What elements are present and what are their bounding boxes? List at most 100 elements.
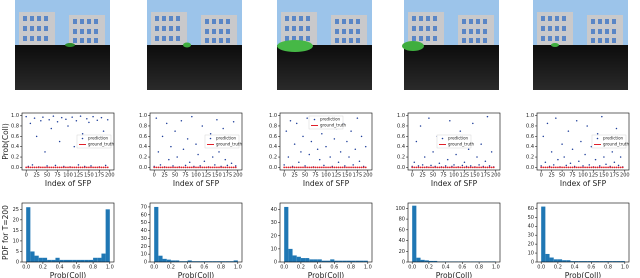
x-tick-label: 0 bbox=[411, 173, 414, 179]
axes-frame bbox=[407, 202, 501, 263]
y-tick-label: 20 bbox=[141, 244, 147, 250]
histogram-bar bbox=[355, 260, 360, 262]
x-tick-label: 125 bbox=[202, 173, 212, 179]
histogram-bar bbox=[200, 261, 205, 262]
point bbox=[611, 151, 614, 153]
x-tick-label: 0.8 bbox=[89, 265, 97, 271]
x-tick-label: 175 bbox=[481, 173, 491, 179]
y-tick-label: 10 bbox=[13, 238, 19, 244]
x-tick-label: 0.2 bbox=[425, 265, 433, 271]
x-tick-label: 0.6 bbox=[72, 265, 80, 271]
point bbox=[573, 166, 576, 169]
histogram-bar bbox=[608, 261, 613, 262]
point bbox=[218, 151, 220, 153]
point bbox=[295, 166, 298, 169]
y-tick-label: 50 bbox=[141, 220, 147, 226]
point bbox=[546, 166, 549, 169]
histogram-bar bbox=[63, 259, 68, 262]
point bbox=[360, 135, 363, 138]
point bbox=[459, 130, 462, 132]
point bbox=[67, 166, 69, 169]
point bbox=[191, 115, 193, 118]
histogram-bar bbox=[566, 260, 571, 262]
point bbox=[96, 166, 99, 169]
point bbox=[39, 166, 42, 169]
histogram-bar bbox=[428, 260, 434, 262]
point bbox=[484, 160, 487, 162]
y-tick-label: 0.8 bbox=[269, 123, 277, 129]
point bbox=[159, 166, 162, 169]
point bbox=[234, 166, 237, 169]
histogram-bar bbox=[433, 260, 438, 262]
point bbox=[569, 162, 572, 165]
x-tick-label: 0.6 bbox=[587, 265, 595, 271]
x-tick-label: 200 bbox=[233, 173, 243, 179]
point bbox=[343, 166, 346, 169]
point bbox=[329, 166, 332, 169]
point bbox=[37, 166, 40, 169]
histogram-bar bbox=[321, 260, 326, 262]
x-axis-label: Prob(Coll) bbox=[50, 271, 87, 278]
point bbox=[46, 166, 48, 169]
point bbox=[337, 161, 340, 163]
point bbox=[598, 166, 601, 169]
y-tick-label: 15 bbox=[13, 228, 19, 234]
x-tick-label: 125 bbox=[332, 173, 342, 179]
point bbox=[550, 151, 553, 153]
point bbox=[306, 166, 309, 169]
point bbox=[356, 117, 359, 119]
x-tick-label: 200 bbox=[491, 173, 501, 179]
y-tick-label: 0.4 bbox=[139, 144, 147, 150]
point bbox=[60, 166, 63, 169]
point bbox=[44, 151, 46, 153]
legend-label: ground_truth bbox=[448, 142, 474, 147]
point bbox=[104, 166, 107, 169]
x-tick-label: 0 bbox=[153, 173, 156, 179]
point bbox=[344, 165, 346, 167]
point bbox=[216, 118, 218, 121]
point bbox=[484, 166, 487, 169]
x-axis-label: Index of SFP bbox=[173, 179, 220, 188]
legend-swatch bbox=[209, 137, 212, 140]
point bbox=[492, 166, 495, 169]
point bbox=[287, 166, 290, 169]
point bbox=[542, 135, 545, 138]
y-tick-label: 1.0 bbox=[269, 113, 277, 119]
x-tick-label: 50 bbox=[44, 173, 50, 179]
histogram-bar bbox=[330, 259, 335, 262]
point bbox=[554, 166, 557, 169]
point bbox=[482, 166, 485, 169]
point bbox=[463, 161, 466, 163]
histogram-bar bbox=[97, 257, 102, 262]
histogram-bar bbox=[545, 253, 550, 262]
point bbox=[289, 120, 292, 122]
point bbox=[438, 162, 441, 165]
point bbox=[174, 166, 176, 169]
y-tick-label: 0.2 bbox=[11, 155, 19, 161]
y-tick-label: 25 bbox=[13, 207, 19, 213]
point bbox=[234, 165, 237, 167]
point bbox=[60, 116, 63, 119]
point bbox=[428, 117, 430, 119]
histogram-bar bbox=[549, 257, 554, 262]
histogram-bar bbox=[570, 261, 575, 262]
point bbox=[54, 164, 57, 167]
point bbox=[182, 166, 185, 169]
point bbox=[106, 166, 109, 169]
point bbox=[557, 158, 559, 161]
point bbox=[54, 166, 57, 169]
histogram-bar bbox=[34, 255, 39, 262]
point bbox=[446, 166, 449, 169]
x-tick-label: 150 bbox=[212, 173, 222, 179]
point bbox=[413, 166, 416, 169]
y-tick-label: 30 bbox=[271, 220, 277, 226]
y-tick-label: 0.2 bbox=[397, 155, 405, 161]
axes-frame bbox=[21, 202, 115, 263]
y-tick-label: 0.8 bbox=[139, 123, 147, 129]
y-tick-label: 0.8 bbox=[526, 123, 534, 129]
histogram-bar bbox=[603, 261, 609, 262]
x-tick-label: 100 bbox=[578, 173, 588, 179]
point bbox=[77, 164, 80, 166]
y-tick-label: 40 bbox=[399, 238, 405, 244]
point bbox=[170, 145, 172, 148]
